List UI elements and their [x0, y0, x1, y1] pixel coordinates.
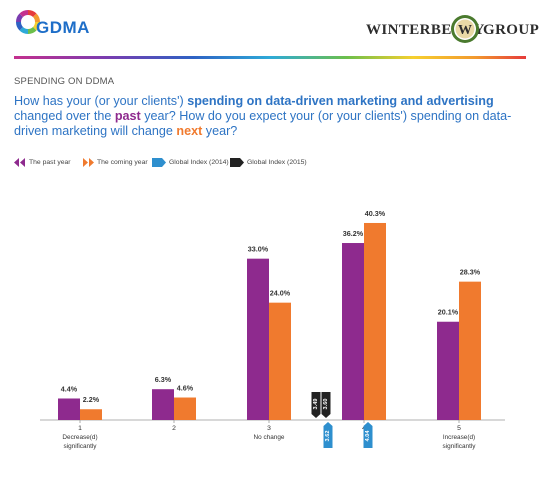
x-tick-label: 5 — [457, 425, 461, 432]
section-label: SPENDING ON DDMA — [14, 76, 115, 87]
x-tick-label: 2 — [172, 425, 176, 432]
x-tick-label: 1 — [78, 425, 82, 432]
legend-item-past-year: The past year — [14, 156, 71, 168]
x-category-sublabel: No change — [254, 434, 285, 441]
x-category-sublabel: significantly — [63, 443, 97, 450]
tag-icon — [363, 422, 373, 448]
gdma-logo-icon — [15, 9, 41, 35]
global-index-marker-2014: 4.04 — [363, 422, 373, 448]
data-label: 20.1% — [438, 308, 459, 317]
legend-label: The coming year — [97, 158, 148, 166]
question-part-4: year? How do you expect your (or your cl… — [14, 109, 512, 138]
bar-coming-year-2 — [174, 397, 196, 420]
tag-icon — [311, 392, 321, 418]
group-logo-text: GROUP — [483, 22, 540, 38]
double-chevron-left-icon — [14, 157, 25, 167]
legend-item-index-2014: Global Index (2014) — [152, 156, 229, 168]
chart-legend: The past year The coming year Global Ind… — [14, 156, 514, 168]
global-index-label: 3.62 — [325, 431, 331, 442]
gdma-logo-text: GDMA — [36, 18, 90, 37]
x-category-sublabel: significantly — [442, 443, 476, 450]
bar-past-year-5 — [437, 321, 459, 420]
global-index-marker-2014: 3.62 — [323, 422, 333, 448]
x-tick-label: 3 — [267, 425, 271, 432]
x-category-sublabel: Increase(d) — [443, 434, 475, 441]
bar-past-year-2 — [152, 389, 174, 420]
data-label: 28.3% — [460, 268, 481, 277]
legend-label: Global Index (2014) — [169, 158, 229, 166]
bar-past-year-1 — [58, 398, 80, 420]
question-part-3: changed over the — [14, 109, 115, 123]
bar-coming-year-4 — [364, 222, 386, 420]
global-index-label: 3.49 — [313, 399, 319, 410]
double-chevron-right-icon — [83, 157, 94, 167]
global-index-label: 4.04 — [365, 430, 371, 442]
global-index-marker-2015: 3.49 — [311, 392, 321, 418]
header-divider — [14, 56, 526, 59]
bar-coming-year-3 — [269, 302, 291, 420]
data-label: 6.3% — [155, 375, 172, 384]
data-label: 24.0% — [270, 289, 291, 298]
question-part-2: spending on data-driven marketing and ad… — [187, 94, 494, 108]
tag-icon — [230, 157, 244, 167]
question-next: next — [176, 124, 203, 138]
tag-icon — [323, 422, 333, 448]
legend-label: The past year — [29, 158, 71, 166]
question-part-5: year? — [202, 124, 238, 138]
x-category-sublabel: Decrease(d) — [62, 434, 97, 441]
data-label: 40.3% — [365, 209, 386, 218]
tag-icon — [321, 392, 331, 418]
global-index-label: 3.60 — [323, 399, 329, 410]
legend-label: Global Index (2015) — [247, 158, 307, 166]
data-label: 36.2% — [343, 229, 364, 238]
data-label: 33.0% — [248, 245, 269, 254]
question-past: past — [114, 109, 141, 123]
legend-item-index-2015: Global Index (2015) — [230, 156, 307, 168]
bar-coming-year-1 — [80, 409, 102, 420]
legend-item-coming-year: The coming year — [82, 156, 148, 168]
winterberry-badge-icon: W — [451, 15, 479, 43]
bar-past-year-4 — [342, 243, 364, 420]
header: GDMA WINTERBERRY W GROUP — [0, 0, 540, 62]
chart-question: How has your (or your clients') spending… — [14, 94, 514, 139]
question-part-1: How has your (or your clients') — [14, 94, 188, 108]
bar-chart: 4.4% 2.2% 1 Decrease(d) significantly 6.3% 4.6… — [40, 209, 505, 450]
data-label: 4.6% — [177, 384, 194, 393]
tag-icon — [152, 157, 166, 167]
bar-coming-year-5 — [459, 281, 481, 420]
bar-past-year-3 — [247, 258, 269, 420]
global-index-marker-2015: 3.60 — [321, 392, 331, 418]
svg-text:W: W — [458, 23, 472, 38]
data-label: 4.4% — [61, 384, 78, 393]
data-label: 2.2% — [83, 395, 100, 404]
